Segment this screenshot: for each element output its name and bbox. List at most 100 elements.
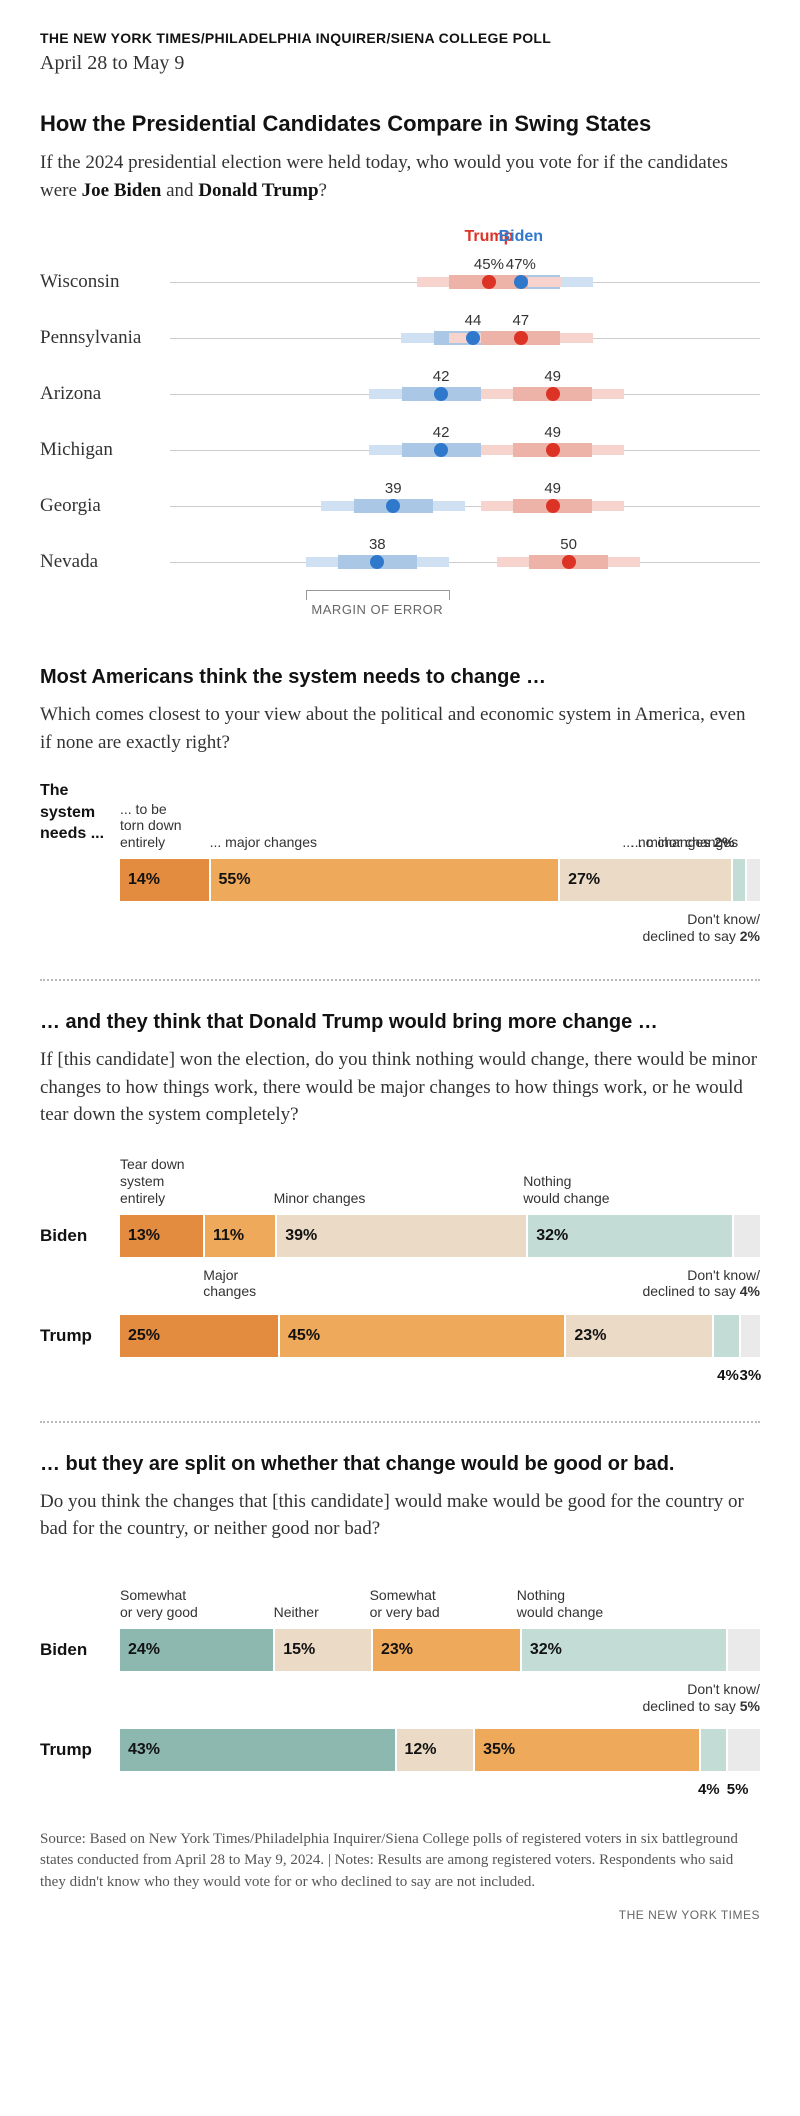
segment-nothing: 32% — [528, 1215, 732, 1257]
swing-title: How the Presidential Candidates Compare … — [40, 111, 760, 137]
state-label: Pennsylvania — [40, 327, 170, 349]
row-label: Biden — [40, 1629, 120, 1671]
biden-pct: 42 — [433, 424, 450, 441]
col-label-bad: Somewhat or very bad — [370, 1587, 440, 1621]
ext-pct-nothing: 4% — [717, 1367, 739, 1384]
swing-row: Pennsylvania 47 44 — [40, 310, 760, 366]
system-stacked-bar: 14%55%27% — [120, 859, 760, 901]
legend-biden: Biden — [499, 228, 543, 246]
trump-dot — [562, 555, 576, 569]
goodbad-title: … but they are split on whether that cha… — [40, 1453, 760, 1476]
biden-pct: 44 — [465, 312, 482, 329]
segment-major: 55% — [211, 859, 559, 901]
segment-bad: 23% — [373, 1629, 520, 1671]
swing-row: Wisconsin45%47% — [40, 254, 760, 310]
biden-dot — [386, 499, 400, 513]
ext-pct-dk: 5% — [727, 1781, 749, 1798]
trump-pct: 49 — [544, 368, 561, 385]
bar-row: Trump25%45%23% — [40, 1315, 760, 1357]
system-lead-1: The — [40, 782, 68, 799]
divider — [40, 979, 760, 981]
swing-row: Nevada 50 38 — [40, 534, 760, 590]
source-note: Source: Based on New York Times/Philadel… — [40, 1829, 760, 1894]
state-label: Wisconsin — [40, 271, 170, 293]
swing-subtitle: If the 2024 presidential election were h… — [40, 149, 760, 204]
swing-sub-biden: Joe Biden — [82, 180, 162, 201]
state-label: Arizona — [40, 383, 170, 405]
biden-pct: 38 — [369, 536, 386, 553]
goodbad-bars: Somewhat or very goodNeitherSomewhat or … — [40, 1567, 760, 1801]
state-label: Nevada — [40, 551, 170, 573]
state-label: Michigan — [40, 439, 170, 461]
credit: THE NEW YORK TIMES — [40, 1908, 760, 1922]
system-lead-3: needs ... — [40, 825, 104, 842]
segment-dk — [728, 1629, 760, 1671]
segment-tear: 25% — [120, 1315, 278, 1357]
segment-major: 11% — [205, 1215, 275, 1257]
change-question: If [this candidate] won the election, do… — [40, 1046, 760, 1129]
segment-nothing — [701, 1729, 727, 1771]
segment-dk — [734, 1215, 760, 1257]
segment-dk — [741, 1315, 760, 1357]
bar-row: Biden13%11%39%32% — [40, 1215, 760, 1257]
swing-sub-end: ? — [319, 180, 327, 201]
col-label-nothing: Nothing would change — [523, 1173, 609, 1207]
trump-pct: 49 — [544, 424, 561, 441]
system-question: Which comes closest to your view about t… — [40, 701, 760, 756]
poll-dates: April 28 to May 9 — [40, 52, 760, 75]
col-label-dk: Don't know/declined to say 2% — [642, 911, 760, 945]
col-label-major: Majorchanges — [203, 1267, 256, 1301]
segment-minor: 39% — [277, 1215, 526, 1257]
biden-dot — [514, 275, 528, 289]
biden-pct: 42 — [433, 368, 450, 385]
system-bar-wrap: The system needs ... ... to be torn down… — [40, 780, 760, 945]
col-label-minor: Minor changes — [274, 1190, 366, 1207]
moe-label: MARGIN OF ERROR — [311, 602, 443, 617]
segment-none — [733, 859, 746, 901]
biden-dot — [434, 387, 448, 401]
segment-minor: 27% — [560, 859, 731, 901]
trump-dot — [546, 387, 560, 401]
col-label-dk: Don't know/declined to say 5% — [642, 1681, 760, 1715]
biden-dot — [434, 443, 448, 457]
segment-dk — [728, 1729, 760, 1771]
swing-row: Georgia4939 — [40, 478, 760, 534]
segment-nothing: 32% — [522, 1629, 726, 1671]
col-label-major: ... major changes — [210, 834, 317, 851]
segment-good: 43% — [120, 1729, 395, 1771]
bar-row: Biden24%15%23%32% — [40, 1629, 760, 1671]
col-label-nothing: Nothing would change — [517, 1587, 603, 1621]
row-label: Biden — [40, 1215, 120, 1257]
biden-dot — [466, 331, 480, 345]
trump-pct: 47 — [512, 312, 529, 329]
swing-row: Michigan 49 42 — [40, 422, 760, 478]
segment-major: 45% — [280, 1315, 564, 1357]
ext-pct-dk: 3% — [740, 1367, 762, 1384]
swing-dot-chart: Trump Biden Wisconsin45%47%Pennsylvania4… — [40, 228, 760, 626]
change-title: … and they think that Donald Trump would… — [40, 1011, 760, 1034]
swing-row: Arizona 49 42 — [40, 366, 760, 422]
trump-dot — [546, 499, 560, 513]
col-label-none: ... no changes 2% — [622, 834, 734, 851]
trump-dot — [514, 331, 528, 345]
segment-good: 24% — [120, 1629, 273, 1671]
trump-pct: 50 — [560, 536, 577, 553]
segment-neither: 12% — [397, 1729, 474, 1771]
trump-pct: 49 — [544, 480, 561, 497]
goodbad-question: Do you think the changes that [this cand… — [40, 1488, 760, 1543]
segment-minor: 23% — [566, 1315, 711, 1357]
swing-sub-trump: Donald Trump — [198, 180, 318, 201]
change-bars: Tear down system entirelyMinor changesNo… — [40, 1153, 760, 1387]
col-label-neither: Neither — [274, 1604, 319, 1621]
col-label-torn: ... to be torn down entirely — [120, 801, 181, 851]
divider — [40, 1421, 760, 1423]
system-title: Most Americans think the system needs to… — [40, 666, 760, 689]
col-label-dk: Don't know/declined to say 4% — [642, 1267, 760, 1301]
stacked-bar: 24%15%23%32% — [120, 1629, 760, 1671]
segment-torn: 14% — [120, 859, 209, 901]
segment-dk — [747, 859, 760, 901]
stacked-bar: 13%11%39%32% — [120, 1215, 760, 1257]
swing-sub-mid: and — [161, 180, 198, 201]
state-label: Georgia — [40, 495, 170, 517]
ext-pct-nothing: 4% — [698, 1781, 720, 1798]
